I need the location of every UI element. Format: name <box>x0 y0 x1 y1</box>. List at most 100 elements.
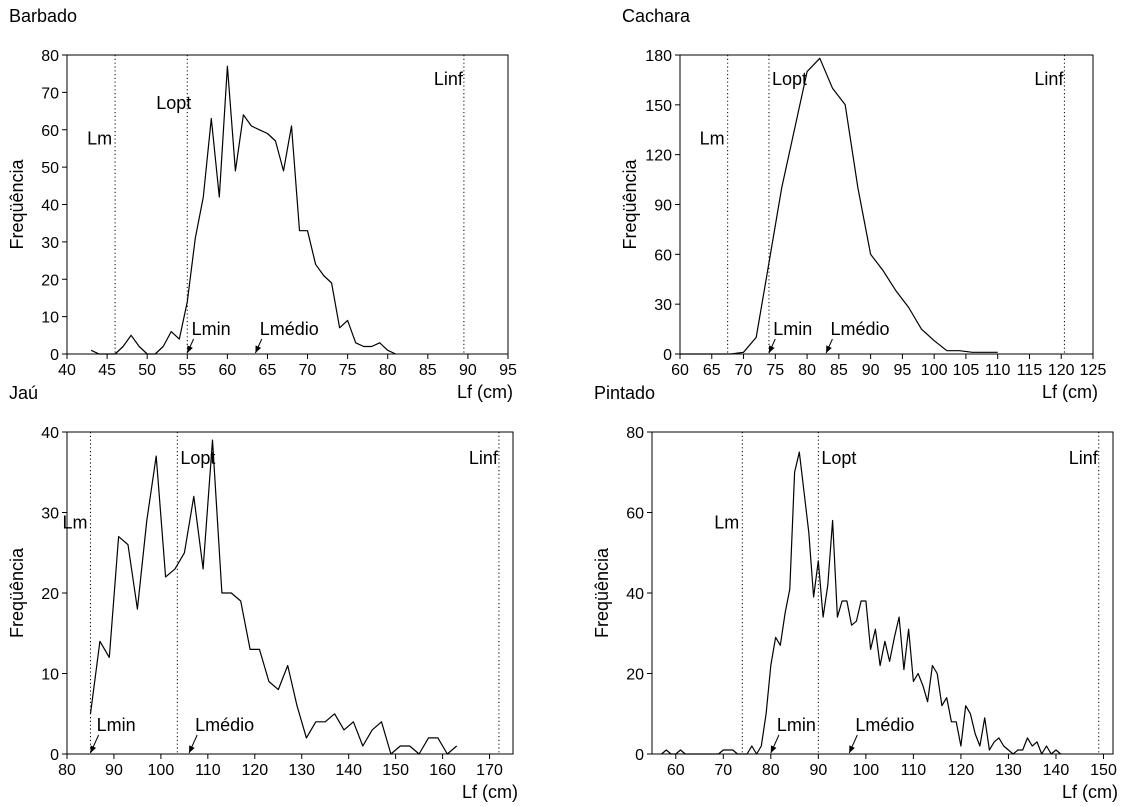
data-point <box>807 71 808 72</box>
data-point <box>832 88 833 89</box>
data-point <box>227 66 228 67</box>
data-point <box>331 282 332 283</box>
data-point <box>823 617 824 618</box>
x-tick-label: 85 <box>830 362 848 379</box>
data-point <box>371 346 372 347</box>
data-point <box>994 741 995 742</box>
y-tick-label: 30 <box>41 235 59 252</box>
data-point <box>889 661 890 662</box>
arrow-label-lmin: Lmin <box>777 715 816 735</box>
arrowhead-lmedio <box>189 745 195 753</box>
data-point <box>972 352 973 353</box>
data-point <box>742 753 743 754</box>
y-tick-label: 80 <box>41 48 59 65</box>
data-point <box>131 335 132 336</box>
x-tick-label: 85 <box>419 362 437 379</box>
data-point <box>381 721 382 722</box>
data-point <box>283 170 284 171</box>
x-tick-label: 150 <box>1090 762 1117 779</box>
data-point <box>174 568 175 569</box>
x-tick-label: 120 <box>1048 362 1075 379</box>
y-tick-label: 0 <box>635 747 644 764</box>
data-point <box>268 681 269 682</box>
x-tick-label: 80 <box>58 762 76 779</box>
data-point <box>713 753 714 754</box>
data-point <box>212 440 213 441</box>
data-point <box>685 753 686 754</box>
data-point <box>895 290 896 291</box>
x-tick-label: 65 <box>259 362 277 379</box>
reference-label-lopt: Lopt <box>821 448 856 468</box>
data-point <box>827 584 828 585</box>
arrowhead-lmin <box>770 745 777 753</box>
x-tick-label: 80 <box>379 362 397 379</box>
x-tick-label: 55 <box>178 362 196 379</box>
x-axis-label: Lf (cm) <box>1042 382 1098 402</box>
frequency-series-line <box>680 57 998 355</box>
arrowhead-lmin <box>90 745 97 753</box>
x-tick-label: 100 <box>853 762 880 779</box>
y-tick-label: 10 <box>41 310 59 327</box>
data-point <box>193 496 194 497</box>
data-point <box>932 665 933 666</box>
data-point <box>856 621 857 622</box>
data-point <box>730 353 731 354</box>
data-point <box>267 133 268 134</box>
cachara-panel: Cachara 60 65 70 75 80 85 90 95 100 105 110 115 120 12… <box>620 6 1106 402</box>
data-point <box>395 353 396 354</box>
data-point <box>1017 749 1018 750</box>
data-point <box>323 275 324 276</box>
x-tick-label: 125 <box>1080 362 1107 379</box>
plot-frame <box>651 431 1114 755</box>
x-tick-label: 170 <box>476 762 503 779</box>
data-point <box>221 592 222 593</box>
y-tick-label: 0 <box>663 347 672 364</box>
data-point <box>251 125 252 126</box>
reference-label-lopt: Lopt <box>772 69 807 89</box>
data-point <box>1060 753 1061 754</box>
data-point <box>846 600 847 601</box>
reference-label-linf: Linf <box>469 448 499 468</box>
data-point <box>970 713 971 714</box>
data-point <box>353 721 354 722</box>
x-tick-label: 90 <box>105 762 123 779</box>
data-point <box>756 337 757 338</box>
plot-frame <box>66 431 514 755</box>
reference-label-lopt: Lopt <box>180 448 215 468</box>
data-point <box>870 254 871 255</box>
data-point <box>818 560 819 561</box>
data-point <box>275 140 276 141</box>
jau-panel: Jaú 80 90 100 110 120 130 140 150 160 170 0 10 20 30 40… <box>7 383 518 802</box>
data-point <box>195 238 196 239</box>
data-point <box>1008 749 1009 750</box>
data-point <box>832 520 833 521</box>
data-point <box>456 745 457 746</box>
data-point <box>372 729 373 730</box>
data-point <box>156 456 157 457</box>
data-point <box>998 737 999 738</box>
data-point <box>680 749 681 750</box>
data-point <box>951 721 952 722</box>
data-point <box>927 701 928 702</box>
data-point <box>203 568 204 569</box>
data-point <box>694 753 695 754</box>
data-point <box>880 665 881 666</box>
data-point <box>1027 737 1028 738</box>
arrow-label-lmin: Lmin <box>192 319 231 339</box>
data-point <box>109 657 110 658</box>
arrow-label-lmedio: Lmédio <box>195 715 254 735</box>
y-axis-label: Freqüência <box>592 547 612 638</box>
y-tick-label: 30 <box>654 297 672 314</box>
data-point <box>851 625 852 626</box>
x-tick-label: 130 <box>288 762 315 779</box>
x-tick-label: 105 <box>953 362 980 379</box>
y-tick-label: 150 <box>645 98 672 115</box>
data-point <box>184 552 185 553</box>
data-point <box>91 350 92 351</box>
y-tick-label: 80 <box>626 425 644 442</box>
barbado-panel: Barbado 40 45 50 55 60 65 70 75 80 85 90 95 0 10 20 30 40… <box>7 6 517 402</box>
data-point <box>315 721 316 722</box>
data-point <box>819 58 820 59</box>
data-point <box>235 170 236 171</box>
x-tick-label: 65 <box>703 362 721 379</box>
